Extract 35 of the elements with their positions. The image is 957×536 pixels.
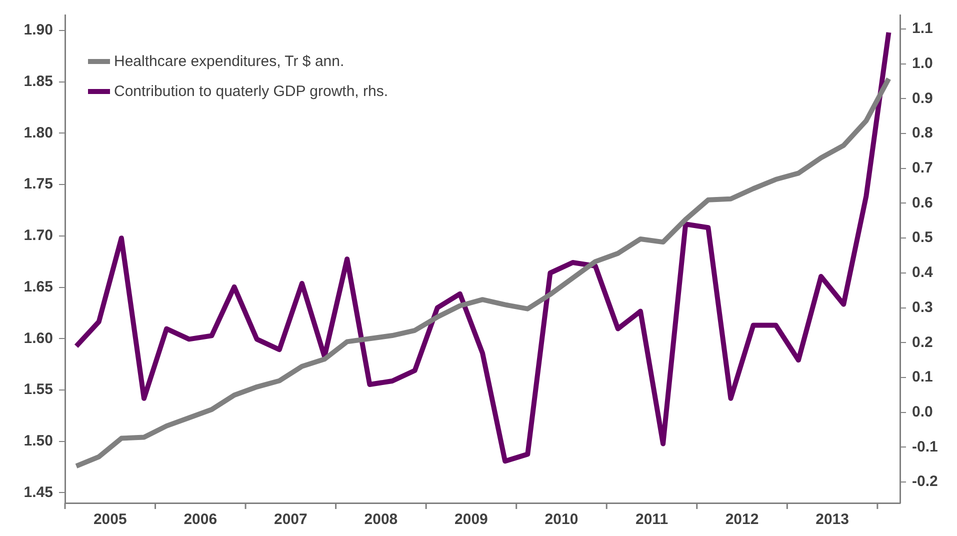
x-tick-label: 2010 (544, 511, 578, 528)
y-tick-label: 1.65 (24, 278, 53, 296)
x-tick-label: 2011 (635, 511, 668, 528)
x-tick-label: 2008 (364, 511, 398, 528)
y2-tick-label: 0.5 (912, 229, 933, 246)
y2-tick-label: 0.8 (912, 124, 933, 142)
x-tick-label: 2007 (274, 511, 308, 528)
y-tick-label: 1.70 (24, 227, 53, 244)
x-tick-label: 2005 (93, 511, 127, 528)
y-tick-label: 1.85 (24, 72, 53, 90)
y2-tick-label: 0.4 (912, 264, 934, 282)
x-tick-label: 2012 (725, 511, 759, 528)
y2-tick-label: 0.7 (912, 160, 933, 177)
y2-tick-label: 0.9 (912, 90, 933, 107)
y2-tick-label: 1.0 (912, 54, 933, 72)
y2-tick-label: 0.2 (912, 334, 933, 351)
y2-tick-label: 0.1 (912, 368, 933, 386)
y-tick-label: 1.90 (24, 22, 53, 39)
y-tick-label: 1.55 (24, 381, 53, 398)
y2-tick-label: 0.0 (912, 404, 933, 421)
x-tick-label: 2013 (816, 511, 849, 528)
y2-tick-label: 1.1 (912, 20, 933, 38)
legend-label: Contribution to quaterly GDP growth, rhs. (114, 82, 388, 100)
y2-tick-label: 0.6 (912, 194, 933, 212)
x-tick-label: 2009 (454, 511, 488, 528)
y-tick-label: 1.75 (24, 176, 53, 193)
y-tick-label: 1.60 (24, 330, 53, 347)
legend-label: Healthcare expenditures, Tr $ ann. (114, 52, 344, 70)
y-tick-label: 1.45 (24, 484, 53, 501)
x-tick-label: 2006 (184, 511, 218, 528)
y-tick-label: 1.80 (24, 124, 53, 142)
y2-tick-label: -0.1 (912, 438, 938, 456)
y2-tick-label: 0.3 (912, 298, 933, 316)
y-tick-label: 1.50 (24, 432, 53, 450)
y2-tick-label: -0.2 (912, 473, 938, 490)
